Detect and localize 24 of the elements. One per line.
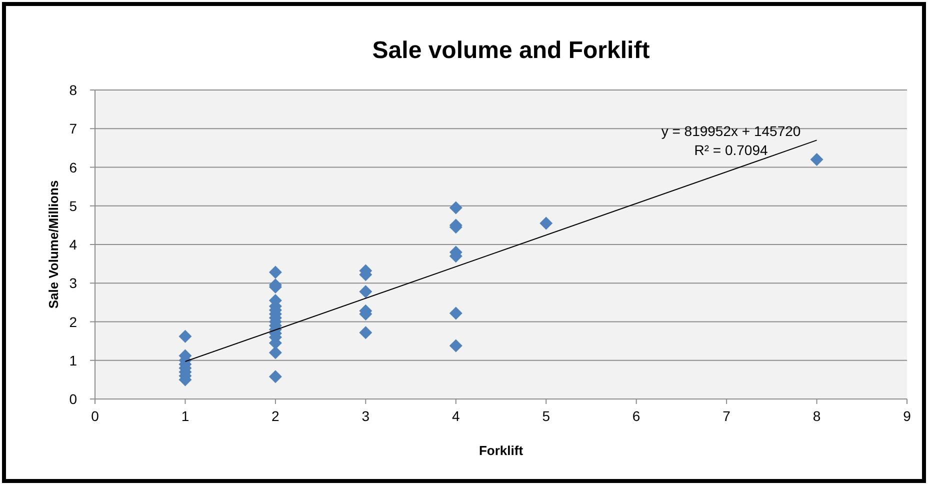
annotation: R² = 0.7094 xyxy=(694,142,768,158)
y-tick-label: 3 xyxy=(69,275,78,292)
x-tick-label: 5 xyxy=(542,408,550,424)
x-tick-label: 0 xyxy=(91,408,100,424)
x-tick-label: 4 xyxy=(452,408,460,424)
y-tick-label: 1 xyxy=(69,352,78,368)
y-tick-label: 4 xyxy=(69,236,78,252)
x-tick-label: 7 xyxy=(722,408,731,424)
x-tick-label: 8 xyxy=(812,408,821,424)
y-tick-label: 8 xyxy=(69,82,78,98)
y-tick-label: 7 xyxy=(69,120,78,137)
x-tick-label: 6 xyxy=(632,408,640,424)
annotation: y = 819952x + 145720 xyxy=(661,123,801,139)
x-tick-label: 3 xyxy=(362,408,370,424)
x-tick-label: 1 xyxy=(181,408,190,424)
chart-title: Sale volume and Forklift xyxy=(372,37,650,64)
x-axis-title: Forklift xyxy=(478,443,524,458)
y-tick-label: 2 xyxy=(69,314,78,330)
y-tick-label: 5 xyxy=(69,198,78,214)
x-tick-label: 2 xyxy=(272,408,280,424)
x-tick-label: 9 xyxy=(903,408,912,424)
y-axis-title: Sale Volume/Millions xyxy=(46,180,61,309)
y-tick-label: 0 xyxy=(69,391,78,407)
y-tick-label: 6 xyxy=(69,159,78,176)
